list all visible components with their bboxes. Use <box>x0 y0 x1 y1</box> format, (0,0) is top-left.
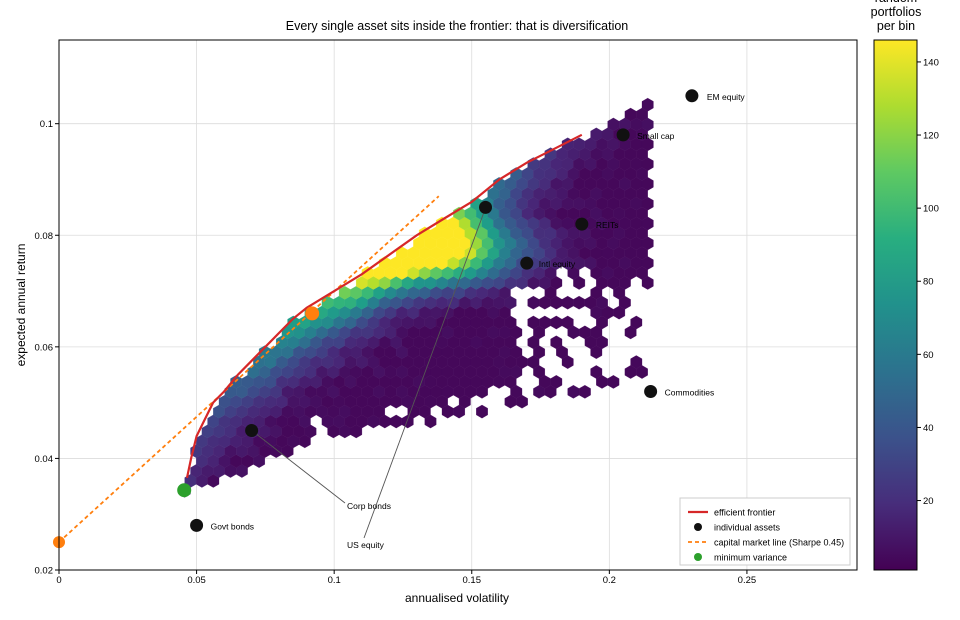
asset-point <box>245 424 259 438</box>
y-tick-label: 0.1 <box>40 119 53 130</box>
asset-point <box>575 217 589 231</box>
corp-bonds-arrow <box>255 433 346 504</box>
x-tick-label: 0.15 <box>463 575 482 586</box>
colorbar-tick-label: 20 <box>923 496 934 507</box>
efficient-frontier-line <box>185 133 583 479</box>
chart-title: Every single asset sits inside the front… <box>286 19 629 33</box>
x-axis-label: annualised volatility <box>405 591 509 605</box>
asset-label: EM equity <box>707 92 746 102</box>
hexbin-cell <box>550 375 563 389</box>
asset-label: Intl equity <box>539 259 576 269</box>
colorbar-label-line: portfolios <box>871 5 922 19</box>
capital-market-line <box>59 195 440 543</box>
legend-swatch <box>694 553 702 561</box>
asset-point <box>190 518 204 532</box>
y-tick-label: 0.06 <box>35 342 54 353</box>
asset-point <box>479 200 493 214</box>
overlay-lines <box>59 133 583 543</box>
legend-swatch <box>694 523 702 531</box>
hexbin-cell <box>607 375 620 389</box>
asset-label: Corp bonds <box>347 501 391 511</box>
colorbar-tick-label: 100 <box>923 204 939 215</box>
x-tick-label: 0 <box>56 575 61 586</box>
hexbin-cell <box>550 335 563 350</box>
hexbin-cell <box>630 315 643 330</box>
hexbin-cell <box>630 355 643 369</box>
colorbar-label: randomportfoliosper bin <box>871 0 922 33</box>
legend-label: minimum variance <box>714 553 787 563</box>
asset-point <box>685 89 699 103</box>
hexbin-cell <box>561 315 574 330</box>
y-tick-label: 0.02 <box>35 566 54 577</box>
x-axis: 0 0.05 0.1 0.15 0.2 0.25 <box>56 570 756 586</box>
colorbar-tick-label: 60 <box>923 350 934 361</box>
hexbin-cell <box>590 365 603 379</box>
x-tick-label: 0.25 <box>738 575 757 586</box>
colorbar-ticks: 20 40 60 80 100 120 140 <box>917 57 939 507</box>
hexbin-cell <box>476 404 488 419</box>
colorbar: 20 40 60 80 100 120 140 randomportfoliosper bi… <box>871 0 939 571</box>
legend: efficient frontier individual assets capit… <box>679 497 851 566</box>
asset-points: Govt bonds Corp bonds US equity Intl equity… <box>53 89 745 550</box>
colorbar-label-line: random <box>875 0 917 5</box>
asset-label: US equity <box>347 540 385 550</box>
legend-box <box>679 497 851 566</box>
y-tick-label: 0.04 <box>35 454 54 465</box>
hexbin-density <box>178 97 654 498</box>
asset-label: REITs <box>596 220 619 230</box>
colorbar-label-line: per bin <box>877 19 915 33</box>
legend-label: capital market line (Sharpe 0.45) <box>714 538 844 548</box>
asset-label: Commodities <box>665 387 715 397</box>
us-equity-arrow <box>363 213 484 539</box>
colorbar-gradient <box>873 39 918 571</box>
asset-point <box>520 256 534 270</box>
colorbar-tick-label: 120 <box>923 131 939 142</box>
y-axis: 0.02 0.04 0.06 0.08 0.1 <box>35 119 59 577</box>
x-tick-label: 0.05 <box>187 575 206 586</box>
minimum-variance-point <box>177 483 192 498</box>
y-axis-label: expected annual return <box>14 244 28 367</box>
plot-area: Govt bonds Corp bonds US equity Intl equity… <box>53 39 858 571</box>
legend-label: efficient frontier <box>714 508 775 518</box>
tangency-point <box>305 306 320 321</box>
asset-point <box>616 128 630 142</box>
colorbar-tick-label: 40 <box>923 423 934 434</box>
colorbar-tick-label: 80 <box>923 277 934 288</box>
colorbar-tick-label: 140 <box>923 57 939 68</box>
annotations <box>255 213 484 539</box>
asset-point <box>644 384 658 398</box>
plot-frame <box>58 39 858 571</box>
legend-label: individual assets <box>714 523 781 533</box>
y-tick-label: 0.08 <box>35 231 54 242</box>
asset-label: Small cap <box>637 131 675 141</box>
asset-label: Govt bonds <box>211 521 254 531</box>
hexbin-cell <box>641 97 654 112</box>
hexbin-cell <box>578 385 591 399</box>
x-tick-label: 0.1 <box>328 575 341 586</box>
x-tick-label: 0.2 <box>603 575 616 586</box>
